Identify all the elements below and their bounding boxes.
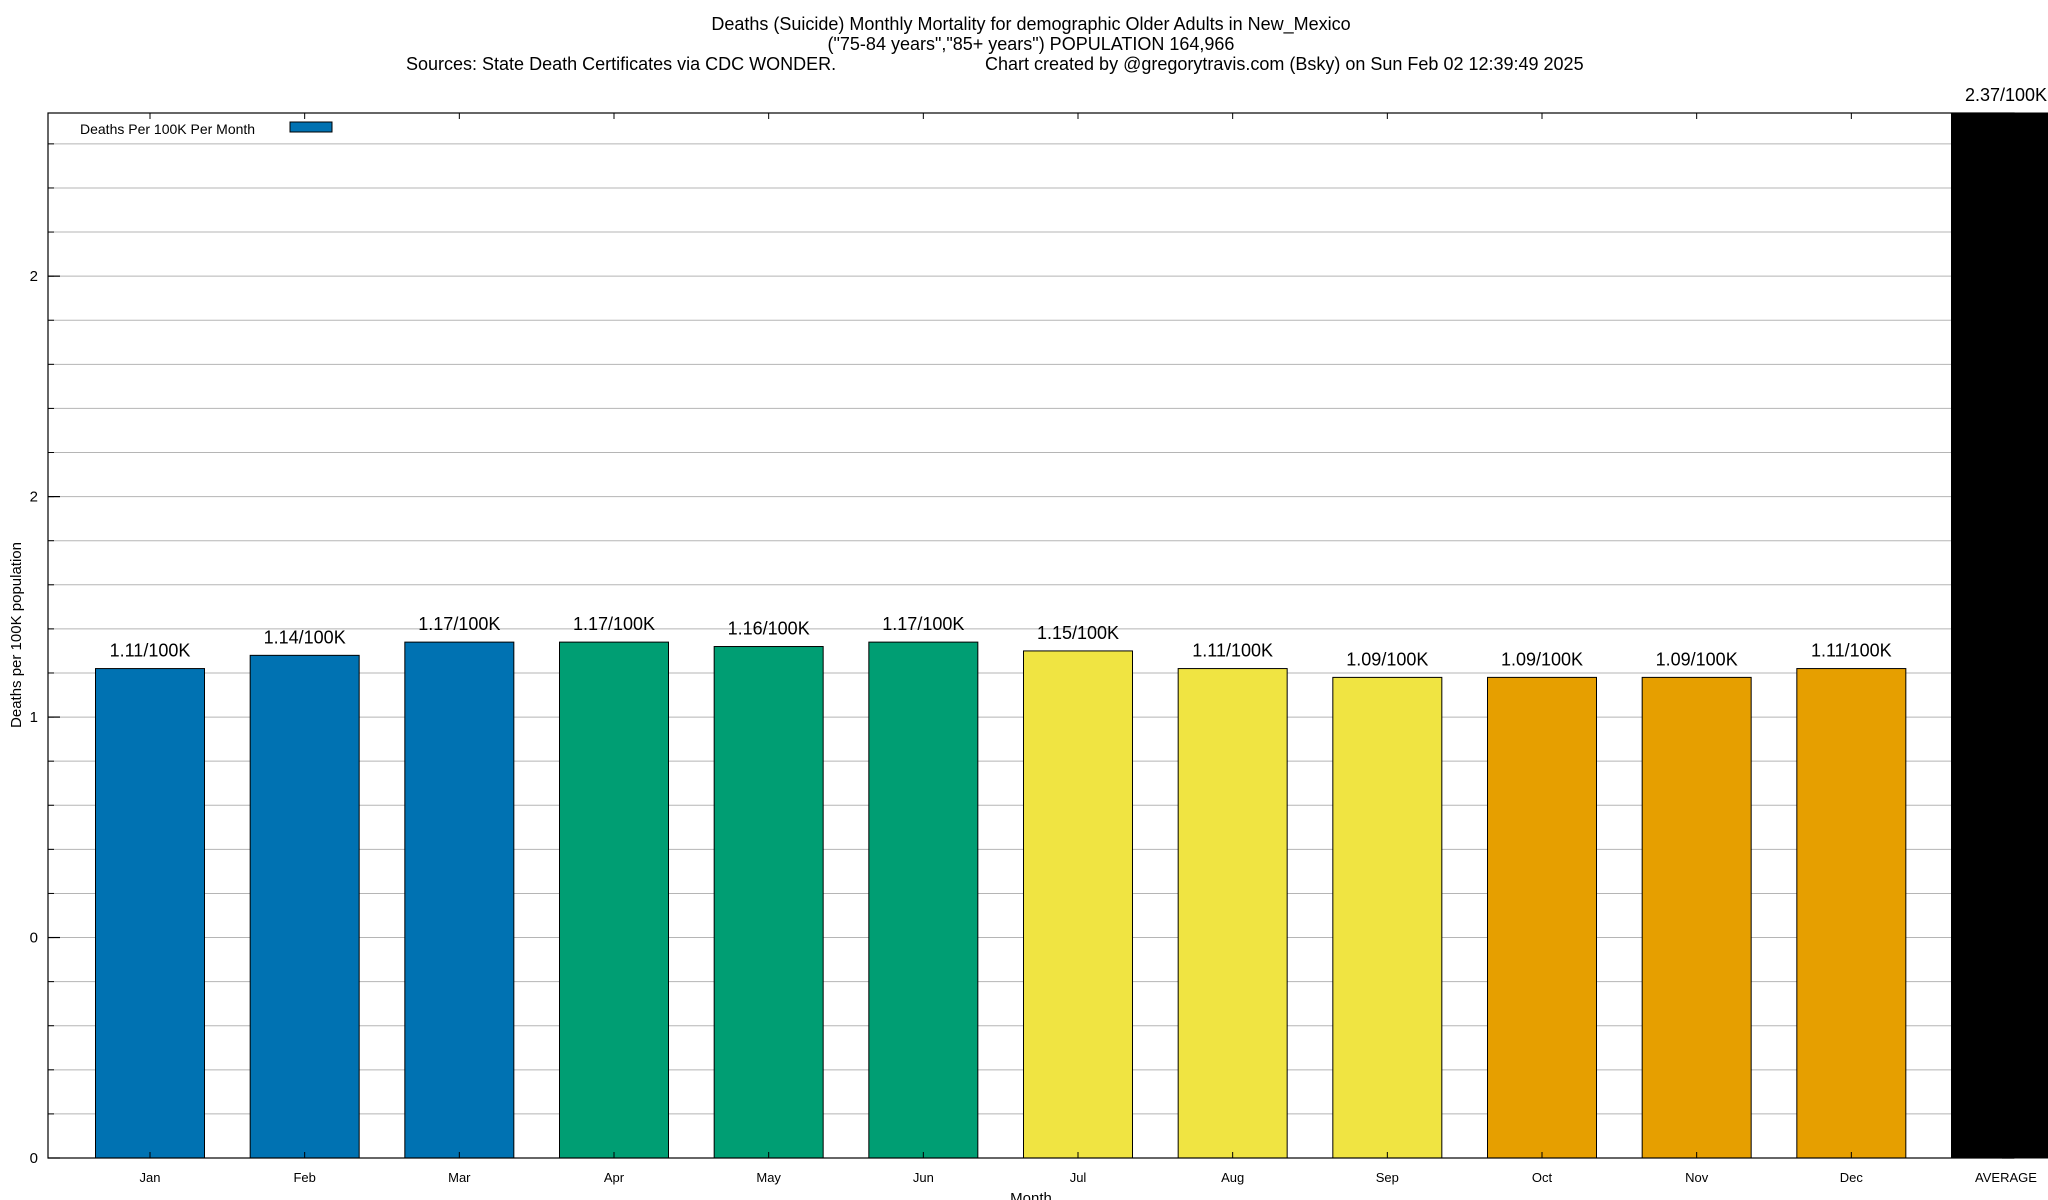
data-label-feb: 1.14/100K — [264, 627, 346, 647]
x-tick-label-oct: Oct — [1532, 1170, 1553, 1185]
data-label-apr: 1.17/100K — [573, 614, 655, 634]
y-tick-label: 2 — [30, 489, 38, 506]
x-tick-label-feb: Feb — [293, 1170, 315, 1185]
x-tick-label-jan: Jan — [140, 1170, 161, 1185]
bar-nov — [1641, 676, 1752, 1159]
legend-label: Deaths Per 100K Per Month — [80, 121, 255, 137]
bar-jan — [95, 668, 205, 1159]
y-tick-label: 2 — [30, 268, 38, 285]
x-tick-label-jun: Jun — [913, 1170, 934, 1185]
y-tick-label: 0 — [30, 1150, 38, 1167]
x-tick-label-may: May — [756, 1170, 781, 1185]
y-tick-label: 0 — [30, 930, 38, 947]
data-label-jan: 1.11/100K — [110, 641, 191, 661]
x-axis-label: Month — [1010, 1190, 1052, 1200]
x-tick-label-nov: Nov — [1685, 1170, 1709, 1185]
data-label-mar: 1.17/100K — [418, 614, 500, 634]
category-labels: Jan Feb Mar Apr May Jun Jul Aug Sep Oct Nov Dec AVER… — [140, 1170, 2038, 1185]
bar-average — [1951, 112, 2048, 1159]
data-label-oct: 1.09/100K — [1501, 649, 1583, 669]
data-label-aug: 1.11/100K — [1192, 641, 1273, 661]
chart-source: Sources: State Death Certificates via CD… — [406, 54, 836, 74]
x-tick-label-dec: Dec — [1840, 1170, 1864, 1185]
data-label-may: 1.16/100K — [728, 619, 810, 639]
y-tick-label: 1 — [30, 709, 38, 726]
bar-aug — [1177, 668, 1288, 1159]
legend: Deaths Per 100K Per Month — [80, 121, 333, 137]
grid — [48, 143, 2014, 1115]
bar-feb — [249, 654, 360, 1159]
bar-mar — [404, 641, 515, 1159]
plot-frame — [47, 112, 2015, 1159]
bars — [95, 112, 2048, 1159]
bar-sep — [1332, 676, 1443, 1159]
chart-subtitle: ("75-84 years","85+ years") POPULATION 1… — [828, 34, 1235, 54]
y-axis-label-right: Deaths per 100K population — [2018, 542, 2035, 728]
data-label-sep: 1.09/100K — [1346, 649, 1428, 669]
data-label-jul: 1.15/100K — [1037, 623, 1119, 643]
chart-header: Deaths (Suicide) Monthly Mortality for d… — [406, 14, 1584, 74]
bar-may — [713, 646, 824, 1159]
axis-ticks: 0 0 1 2 2 — [30, 113, 2014, 1167]
data-label-average: 2.37/100K — [1965, 85, 2047, 105]
data-label-jun: 1.17/100K — [882, 614, 964, 634]
x-tick-label-sep: Sep — [1376, 1170, 1399, 1185]
data-label-nov: 1.09/100K — [1656, 649, 1738, 669]
bar-oct — [1487, 676, 1597, 1159]
y-axis-label-left: Deaths per 100K population — [8, 542, 25, 728]
bar-jul — [1023, 650, 1133, 1159]
x-tick-label-apr: Apr — [604, 1170, 625, 1185]
bar-jun — [868, 641, 979, 1159]
x-tick-label-aug: Aug — [1221, 1170, 1244, 1185]
x-tick-label-average: AVERAGE — [1975, 1170, 2037, 1185]
data-label-dec: 1.11/100K — [1811, 641, 1892, 661]
x-tick-label-jul: Jul — [1070, 1170, 1087, 1185]
legend-swatch — [289, 121, 333, 133]
bar-apr — [559, 641, 669, 1159]
x-tick-label-mar: Mar — [448, 1170, 471, 1185]
bar-dec — [1796, 668, 1907, 1159]
data-labels: 1.11/100K 1.14/100K 1.17/100K 1.17/100K 1.16… — [110, 85, 2047, 669]
chart-credit: Chart created by @gregorytravis.com (Bsk… — [985, 54, 1584, 74]
chart-title: Deaths (Suicide) Monthly Mortality for d… — [711, 14, 1350, 35]
